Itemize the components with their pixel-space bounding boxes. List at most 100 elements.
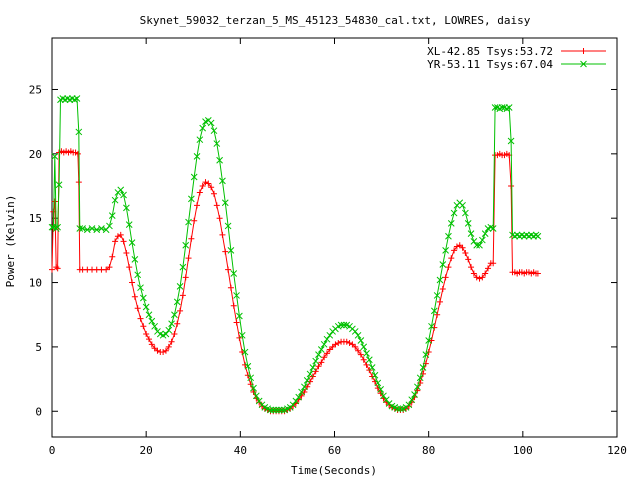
data-point	[272, 406, 280, 414]
data-point	[468, 264, 475, 271]
data-point	[484, 265, 491, 272]
data-point	[534, 232, 542, 240]
data-point	[103, 266, 110, 273]
data-point	[53, 264, 60, 271]
y-tick-label: 5	[35, 341, 42, 354]
data-point	[250, 384, 257, 392]
data-point	[51, 153, 59, 160]
data-point	[340, 321, 348, 329]
data-point	[505, 104, 513, 111]
data-point	[207, 119, 215, 127]
data-point	[182, 274, 189, 281]
data-point	[368, 364, 376, 371]
data-point	[298, 388, 305, 396]
data-point	[309, 364, 317, 371]
data-point	[278, 406, 286, 414]
data-point	[108, 212, 116, 219]
data-point	[295, 393, 303, 401]
data-point	[428, 337, 435, 344]
data-point	[202, 179, 209, 186]
data-point	[448, 255, 455, 262]
data-point	[343, 338, 350, 345]
data-point	[236, 312, 243, 320]
data-point	[462, 249, 469, 256]
data-point	[219, 177, 226, 185]
data-point	[168, 338, 175, 345]
data-point	[185, 218, 192, 226]
x-tick-label: 20	[140, 444, 153, 457]
data-point	[73, 95, 81, 102]
data-point	[433, 292, 441, 299]
data-point	[303, 377, 311, 384]
data-point	[357, 337, 365, 344]
data-point	[205, 180, 212, 187]
data-point	[227, 284, 234, 291]
data-point	[208, 184, 215, 191]
data-point	[143, 331, 150, 338]
data-point	[114, 233, 121, 240]
data-point	[93, 226, 101, 234]
data-point	[360, 343, 368, 351]
data-point	[312, 357, 320, 365]
data-point	[54, 265, 61, 272]
data-point	[126, 264, 133, 271]
data-point	[371, 371, 379, 379]
data-point	[106, 264, 113, 271]
data-point	[447, 219, 455, 227]
x-tick-label: 60	[328, 444, 341, 457]
data-point	[326, 346, 333, 353]
data-point	[382, 396, 390, 404]
data-point	[182, 241, 190, 249]
data-point	[171, 311, 178, 319]
data-point	[473, 274, 480, 281]
data-point	[179, 263, 187, 271]
data-point	[470, 270, 477, 277]
data-point	[292, 397, 300, 405]
data-point	[221, 199, 229, 207]
data-point	[470, 238, 478, 245]
data-point	[151, 322, 158, 330]
data-point	[459, 244, 466, 251]
legend-label: YR-53.11 Tsys:67.04	[427, 58, 553, 71]
data-point	[436, 298, 443, 305]
data-point	[365, 356, 373, 364]
data-point	[140, 323, 147, 330]
data-point	[227, 247, 235, 254]
data-point	[109, 253, 116, 260]
data-point	[74, 150, 81, 157]
data-point	[176, 283, 184, 290]
data-point	[145, 336, 152, 343]
data-point	[312, 368, 319, 375]
data-point	[173, 298, 181, 306]
data-point	[125, 221, 133, 228]
data-point	[185, 255, 192, 262]
data-point	[179, 292, 186, 299]
data-point	[137, 284, 144, 292]
data-point	[219, 231, 226, 238]
data-point	[128, 239, 136, 247]
x-tick-label: 100	[513, 444, 533, 457]
data-point	[462, 209, 469, 217]
data-point	[123, 204, 130, 212]
data-point	[442, 274, 449, 281]
data-point	[193, 153, 201, 160]
data-point	[479, 274, 486, 281]
y-tick-label: 15	[29, 212, 42, 225]
data-point	[210, 190, 217, 197]
axes: 0 20 40 60 80 100 120 0 5 10 15 20 25	[29, 37, 627, 457]
data-point	[414, 383, 421, 391]
data-point	[326, 331, 334, 339]
data-point	[88, 225, 96, 232]
data-point	[106, 222, 113, 230]
data-point	[174, 320, 181, 327]
data-point	[335, 340, 342, 347]
data-point	[507, 137, 515, 145]
data-point	[244, 362, 252, 370]
data-point	[216, 215, 223, 222]
data-point	[419, 364, 427, 371]
data-point	[408, 396, 416, 404]
x-tick-label: 0	[49, 444, 56, 457]
data-point	[224, 222, 232, 230]
data-point	[456, 242, 463, 249]
data-point	[374, 379, 382, 387]
